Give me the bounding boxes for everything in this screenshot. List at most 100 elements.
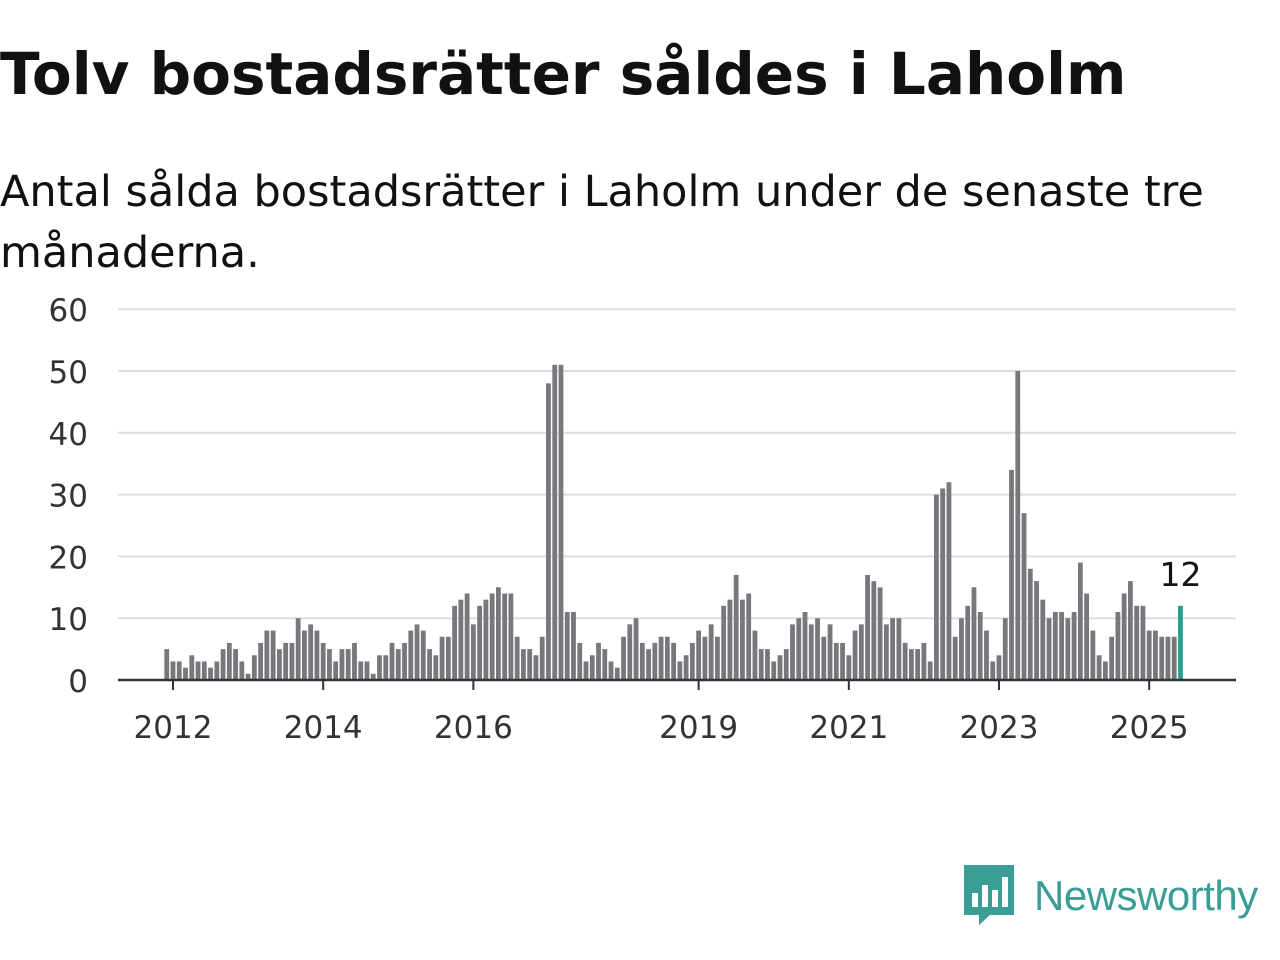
brand-name: Newsworthy bbox=[1034, 872, 1258, 919]
bar bbox=[320, 642, 326, 680]
bar bbox=[201, 661, 207, 680]
y-tick-label: 10 bbox=[49, 602, 88, 638]
bar bbox=[890, 618, 896, 680]
bar bbox=[664, 636, 670, 680]
bar bbox=[752, 630, 758, 680]
bar bbox=[377, 655, 382, 680]
bar bbox=[470, 624, 476, 680]
bar bbox=[276, 649, 282, 680]
y-tick-label: 50 bbox=[49, 355, 88, 391]
bar bbox=[489, 593, 495, 680]
bar bbox=[546, 383, 551, 680]
bar bbox=[865, 574, 870, 680]
x-tick-label: 2025 bbox=[1110, 710, 1189, 746]
bar bbox=[295, 618, 301, 680]
bar bbox=[577, 642, 583, 680]
bar bbox=[1002, 618, 1008, 680]
highlight-value-label: 12 bbox=[1159, 555, 1201, 594]
bar bbox=[314, 630, 320, 680]
bar bbox=[1165, 636, 1171, 680]
newsworthy-logo-icon bbox=[964, 865, 1014, 925]
bar bbox=[1046, 618, 1052, 680]
bar bbox=[952, 636, 958, 680]
bar bbox=[414, 624, 420, 680]
bar bbox=[1009, 469, 1014, 680]
y-tick-label: 40 bbox=[49, 417, 88, 453]
bar bbox=[708, 624, 714, 680]
bar bbox=[990, 661, 996, 680]
bar bbox=[758, 649, 764, 680]
bar bbox=[815, 618, 820, 680]
bar bbox=[1121, 593, 1127, 680]
bar bbox=[602, 649, 608, 680]
bar bbox=[1040, 599, 1046, 680]
bar bbox=[395, 649, 401, 680]
bar bbox=[790, 624, 795, 680]
bar bbox=[821, 636, 827, 680]
bar bbox=[1153, 630, 1158, 680]
bars bbox=[164, 364, 1183, 680]
bar bbox=[183, 667, 188, 680]
bar bbox=[539, 636, 545, 680]
bar bbox=[176, 661, 182, 680]
bar bbox=[896, 618, 902, 680]
y-tick-label: 20 bbox=[49, 540, 88, 576]
bar bbox=[833, 642, 839, 680]
bar bbox=[596, 642, 601, 680]
bar bbox=[746, 593, 752, 680]
bar bbox=[452, 605, 457, 680]
bar bbox=[633, 618, 639, 680]
bar bbox=[1084, 593, 1090, 680]
bar bbox=[195, 661, 201, 680]
bar bbox=[251, 655, 257, 680]
y-tick-label: 0 bbox=[68, 664, 88, 700]
bar bbox=[646, 649, 651, 680]
bar bbox=[614, 667, 620, 680]
bar bbox=[589, 655, 595, 680]
bar bbox=[527, 649, 533, 680]
bar bbox=[408, 630, 414, 680]
bar bbox=[965, 605, 971, 680]
bar bbox=[1052, 612, 1058, 680]
bar bbox=[164, 649, 170, 680]
bar bbox=[1015, 371, 1021, 680]
bar bbox=[871, 581, 877, 680]
bar bbox=[940, 488, 946, 680]
x-tick-label: 2021 bbox=[809, 710, 888, 746]
bar bbox=[733, 574, 739, 680]
bar bbox=[1077, 562, 1083, 680]
bar bbox=[427, 649, 432, 680]
x-tick-label: 2023 bbox=[960, 710, 1039, 746]
bar bbox=[946, 482, 952, 680]
bar bbox=[302, 630, 307, 680]
bar bbox=[208, 667, 213, 680]
bar bbox=[464, 593, 470, 680]
bar bbox=[658, 636, 664, 680]
bar bbox=[908, 649, 914, 680]
bar bbox=[495, 587, 501, 680]
bar bbox=[1021, 513, 1027, 680]
bar bbox=[483, 599, 489, 680]
bar bbox=[333, 661, 339, 680]
bar bbox=[771, 661, 777, 680]
bar bbox=[802, 612, 808, 680]
bar bbox=[1171, 636, 1177, 680]
bar bbox=[902, 642, 908, 680]
bar bbox=[984, 630, 989, 680]
bar bbox=[439, 636, 445, 680]
bar bbox=[877, 587, 883, 680]
bar bbox=[270, 630, 276, 680]
bar bbox=[383, 655, 389, 680]
bar bbox=[921, 642, 927, 680]
bar bbox=[915, 649, 921, 680]
bar bbox=[226, 642, 232, 680]
bar bbox=[345, 649, 351, 680]
bar bbox=[727, 599, 733, 680]
bar bbox=[959, 618, 964, 680]
brand-logo: Newsworthy bbox=[964, 864, 1258, 928]
bar bbox=[1090, 630, 1096, 680]
bar bbox=[402, 642, 407, 680]
bar bbox=[502, 593, 508, 680]
x-tick-label: 2019 bbox=[659, 710, 738, 746]
bar bbox=[233, 649, 238, 680]
